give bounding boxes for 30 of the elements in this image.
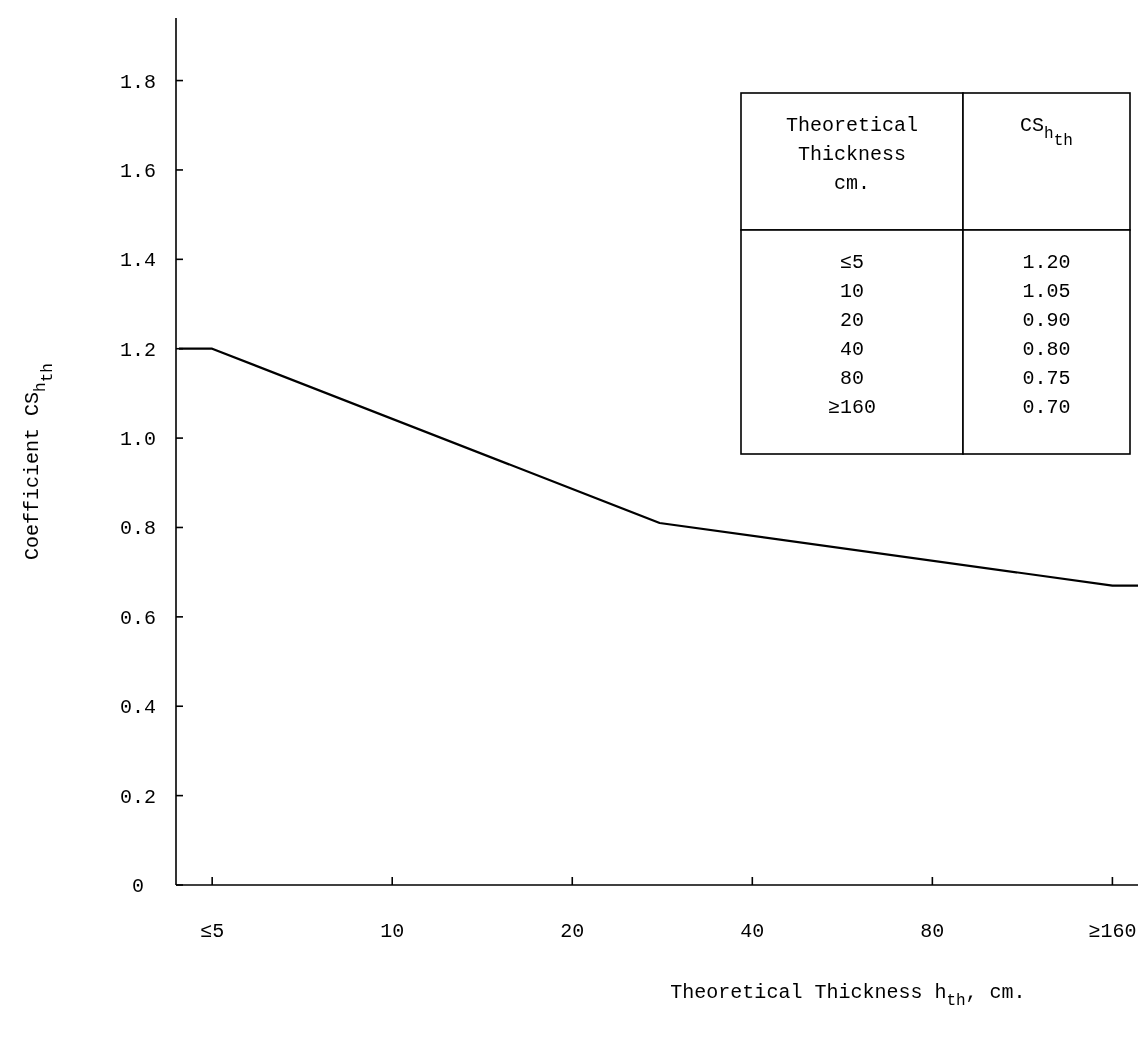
annotation: 40 [839, 338, 865, 361]
annotation: ≥160 [827, 396, 877, 419]
annotation: ≤5 [839, 251, 865, 274]
annotation: 0.70 [1022, 396, 1071, 419]
y-tick-label: 1.8 [119, 70, 157, 94]
y-tick-label: 1.2 [119, 338, 157, 362]
y-tick-label: 0.6 [119, 606, 157, 630]
y-tick-label: 0 [131, 875, 145, 898]
annotation: 1.05 [1022, 280, 1071, 303]
y-tick-label: 0.2 [119, 785, 157, 809]
y-tick-label: 0.8 [119, 517, 157, 541]
y-tick-label: 1.0 [119, 428, 157, 452]
x-tick-label: 80 [920, 920, 945, 943]
annotation: 80 [839, 367, 865, 390]
x-axis-title: Theoretical Thickness h$_{th}$, cm. [670, 981, 1026, 1010]
x-tick-label: 20 [560, 920, 585, 943]
annotation: 20 [839, 309, 865, 332]
x-tick-label: ≤5 [200, 920, 225, 943]
annotation: 10 [839, 280, 865, 303]
annotation: 0.75 [1022, 367, 1071, 390]
annotation: 0.90 [1022, 309, 1071, 332]
x-tick-label: 10 [380, 920, 405, 943]
annotation: 1.20 [1022, 251, 1071, 274]
annotation: Theoretical Thickness cm. [785, 114, 919, 195]
x-tick-label: 40 [740, 920, 765, 943]
y-tick-label: 1.6 [119, 159, 157, 183]
y-tick-label: 0.4 [119, 696, 157, 720]
y-tick-label: 1.4 [119, 249, 157, 273]
x-tick-label: ≥160 [1088, 920, 1137, 943]
annotation: 0.80 [1022, 338, 1071, 361]
